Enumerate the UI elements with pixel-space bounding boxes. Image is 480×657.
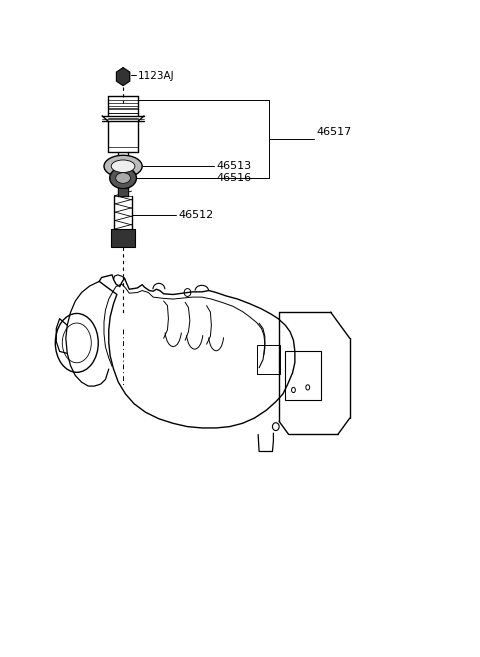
Ellipse shape	[111, 160, 135, 173]
Bar	[285, 351, 321, 401]
Bar	[111, 229, 135, 248]
Text: 46516: 46516	[216, 173, 251, 183]
Text: 1123AJ: 1123AJ	[137, 71, 174, 81]
Text: 46517: 46517	[316, 127, 352, 137]
Bar	[257, 345, 280, 374]
Polygon shape	[117, 68, 130, 85]
Text: 46513: 46513	[216, 161, 251, 171]
Ellipse shape	[116, 173, 131, 183]
Bar	[118, 188, 128, 196]
Text: 46512: 46512	[178, 210, 213, 220]
Ellipse shape	[104, 155, 142, 177]
Ellipse shape	[110, 168, 136, 189]
